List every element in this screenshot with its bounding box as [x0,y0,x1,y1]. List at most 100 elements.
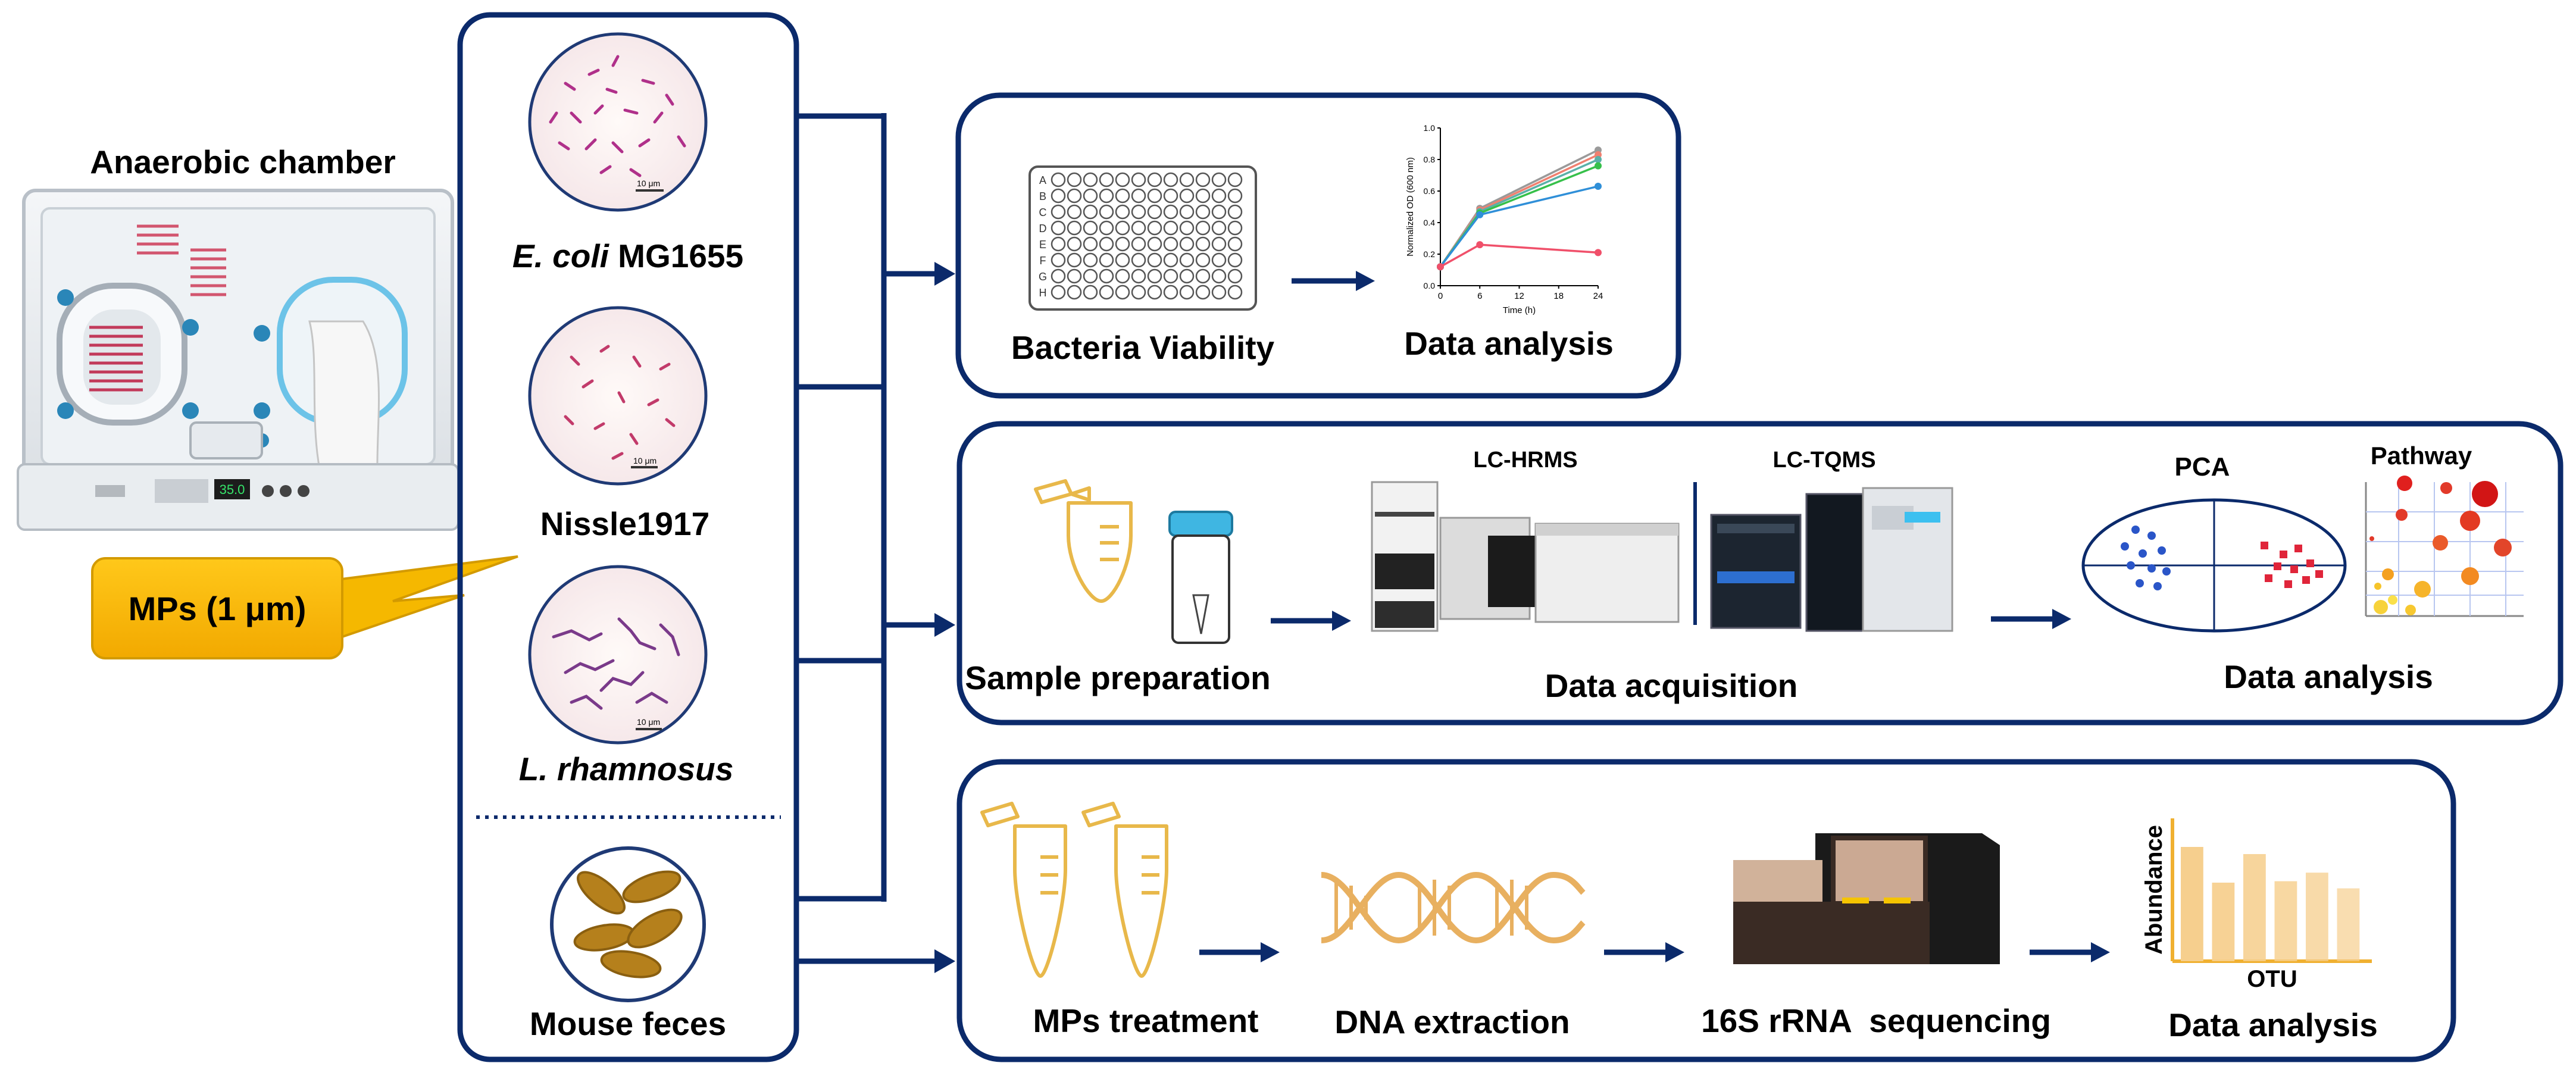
sequencer-icon [1733,833,2000,964]
plate-well [1099,284,1114,300]
plate-well [1083,268,1098,284]
mps-treatment-label: MPs treatment [1033,1002,1259,1039]
plate-well [1163,236,1178,252]
plate-well [1115,172,1130,187]
well-plate [1028,165,1257,311]
mps-treatment-tubes [980,802,1168,978]
vial-icon [1168,511,1233,644]
y-tick-label: 0.6 [1424,186,1436,196]
plate-well [1051,220,1066,236]
plate-well [1051,252,1066,268]
rhamnosus-dish [528,565,708,745]
plate-well [1211,236,1227,252]
sample-tube-icon [1034,479,1133,603]
rhamnosus-scale: 10 μm [637,717,661,727]
otu-y-label: Abundance [2141,825,2167,955]
plate-well [1147,284,1162,300]
viability-panel [955,92,1681,399]
plate-well [1131,236,1146,252]
plate-row-label: A [1039,174,1046,186]
plate-well [1147,236,1162,252]
plate-well [1067,220,1082,236]
plate-well [1067,236,1082,252]
plate-well [1131,252,1146,268]
ecoli-dish [528,32,708,212]
plate-well [1195,284,1211,300]
plate-row-label: B [1039,190,1046,202]
plate-row-label: C [1039,207,1047,218]
otu-bar [2181,847,2203,961]
rhamnosus-label: L. rhamnosus [518,751,734,787]
feces-label: Mouse feces [529,1005,727,1042]
plate-well [1083,204,1098,220]
plate-well [1195,204,1211,220]
metabolomics-analysis-label: Data analysis [2224,658,2433,695]
plate-well [1099,172,1114,187]
plate-well [1227,268,1243,284]
x-tick-label: 6 [1477,291,1482,301]
line-series-red [1440,243,1599,268]
plate-well [1195,268,1211,284]
plate-well [1083,252,1098,268]
nissle-scale: 10 μm [633,456,657,465]
x-tick-label: 18 [1553,291,1564,301]
x-tick-label: 0 [1438,291,1443,301]
plate-well [1099,268,1114,284]
plate-well [1083,220,1098,236]
plate-well [1211,172,1227,187]
connector-lines [796,113,934,964]
sequencing-panel [956,759,2456,1062]
plate-well [1227,172,1243,187]
plate-well [1115,252,1130,268]
plate-row-label: G [1039,271,1047,283]
plate-well [1163,188,1178,204]
plate-well [1227,220,1243,236]
point-series-red [1437,263,1444,271]
plate-well [1067,204,1082,220]
lc-hrms-instrument [1371,481,1680,632]
lc-hrms-label: LC-HRMS [1473,448,1578,473]
plate-row-label: H [1039,287,1047,299]
plate-well [1115,284,1130,300]
otu-bar [2243,854,2266,961]
point-series-red [1476,241,1484,249]
sample-prep-label: Sample preparation [965,659,1271,696]
plate-well [1211,252,1227,268]
plate-well [1163,284,1178,300]
pca-plot [2081,498,2347,633]
plate-well [1147,268,1162,284]
sequencing-analysis-label: Data analysis [2168,1006,2378,1043]
plate-well [1211,204,1227,220]
plate-well [1227,188,1243,204]
plate-well [1099,236,1114,252]
plate-well [1211,284,1227,300]
plate-well [1083,284,1098,300]
plate-well [1179,220,1195,236]
bacteria-panel [457,12,799,1062]
plate-well [1147,172,1162,187]
plate-row-label: E [1039,239,1046,251]
pca-label: PCA [2174,452,2230,481]
lc-tqms-instrument [1710,487,1953,632]
plate-well [1147,220,1162,236]
plate-well [1067,252,1082,268]
plate-well [1147,204,1162,220]
mps-badge-label: MPs (1 μm) [128,590,307,627]
plate-well [1083,172,1098,187]
viability-analysis-label: Data analysis [1404,325,1614,362]
dna-extraction-label: DNA extraction [1334,1003,1570,1040]
y-tick-label: 0.2 [1424,249,1436,259]
plate-well [1163,172,1178,187]
plate-well [1115,220,1130,236]
plate-row-label: F [1040,255,1046,267]
plate-well [1179,284,1195,300]
plate-well [1051,188,1066,204]
plate-well [1195,172,1211,187]
plate-well [1083,188,1098,204]
plate-well [1195,236,1211,252]
x-tick-label: 24 [1593,291,1603,301]
plate-well [1147,188,1162,204]
plate-well [1211,268,1227,284]
plate-well [1211,188,1227,204]
